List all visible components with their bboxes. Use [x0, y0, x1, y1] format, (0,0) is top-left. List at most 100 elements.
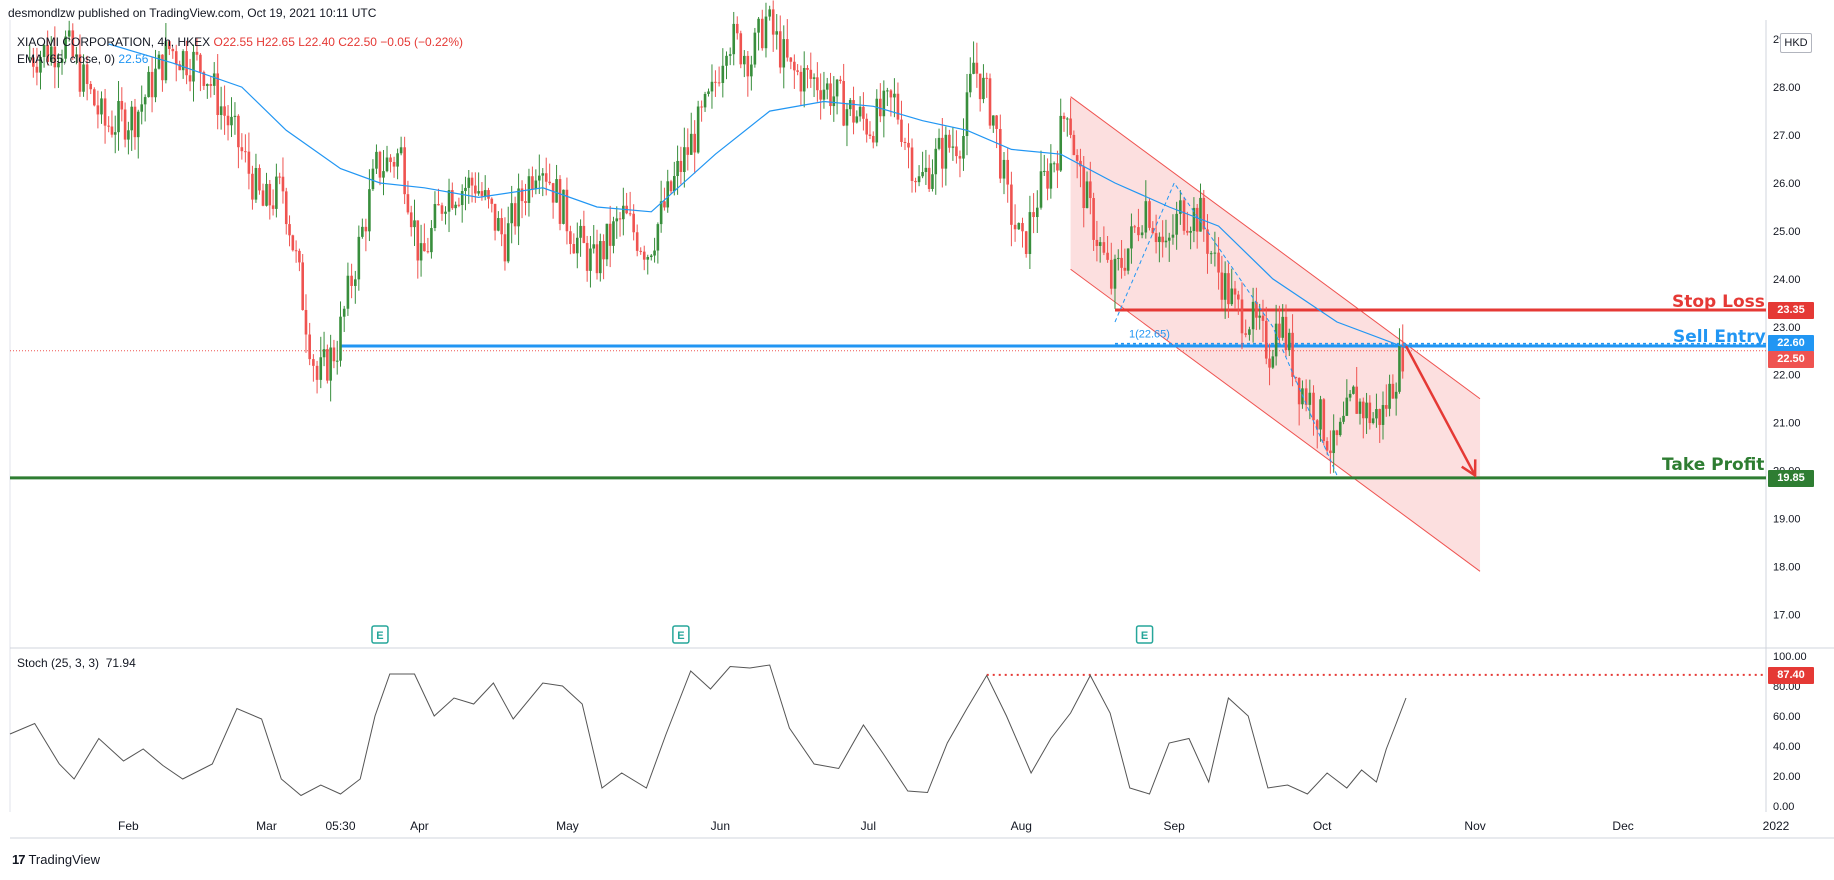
ema-value: 22.56: [118, 52, 149, 66]
candle-body: [700, 106, 703, 108]
candle-body: [565, 189, 569, 232]
currency-button[interactable]: HKD: [1780, 33, 1812, 53]
candle-body: [298, 250, 301, 263]
candle-body: [635, 232, 639, 251]
candle-body: [426, 251, 430, 253]
time-tick-label: Oct: [1313, 819, 1332, 833]
candle-body: [168, 41, 171, 50]
candle-body: [1092, 198, 1095, 240]
candle-body: [261, 190, 265, 206]
candle-body: [879, 98, 882, 117]
candle-body: [1355, 386, 1358, 414]
candle-body: [1106, 252, 1109, 260]
candle-body: [75, 54, 78, 57]
candle-body: [1075, 155, 1079, 161]
candle-body: [278, 176, 281, 178]
candle-body: [251, 173, 254, 200]
candle-body: [1140, 232, 1144, 236]
candle-body: [1195, 207, 1199, 232]
tradingview-footer[interactable]: 17 TradingView: [12, 852, 100, 867]
candle-body: [679, 160, 683, 173]
candle-body: [988, 78, 992, 126]
candle-body: [775, 31, 779, 35]
candle-body: [451, 190, 454, 209]
candle-body: [1116, 257, 1120, 259]
candle-body: [1297, 377, 1301, 405]
candle-body: [965, 92, 969, 137]
price-tick-label: 22.00: [1773, 370, 1801, 382]
candle-body: [666, 181, 670, 208]
candle-body: [174, 51, 178, 65]
candle-body: [1319, 399, 1322, 430]
stoch-tick-label: 0.00: [1773, 801, 1794, 813]
candle-body: [60, 58, 64, 63]
candle-body: [735, 23, 739, 34]
price-tick-label: 18.00: [1773, 562, 1801, 574]
candle-body: [951, 146, 955, 148]
candle-body: [782, 39, 786, 68]
stoch-tick-label: 100.00: [1773, 651, 1807, 663]
sell-entry-label[interactable]: Sell Entry: [1673, 327, 1766, 347]
candle-body: [582, 225, 586, 243]
candle-body: [1035, 207, 1039, 218]
candle-body: [622, 205, 625, 220]
candle-body: [541, 173, 545, 176]
candle-body: [693, 133, 696, 153]
candle-body: [371, 168, 375, 190]
candle-body: [944, 134, 948, 169]
price-tick-label: 24.00: [1773, 274, 1801, 286]
candle-body: [649, 255, 653, 258]
stop-loss-label[interactable]: Stop Loss: [1672, 292, 1765, 312]
price-tick-label: 27.00: [1773, 130, 1801, 142]
candle-body: [49, 46, 53, 62]
candle-body: [1384, 405, 1388, 409]
price-tick-label: 21.00: [1773, 418, 1801, 430]
candle-body: [271, 205, 275, 209]
candle-body: [1164, 240, 1168, 243]
candle-body: [903, 141, 907, 143]
candle-body: [1126, 248, 1130, 271]
candle-body: [927, 167, 931, 189]
candle-body: [157, 54, 161, 69]
earnings-marker-letter: E: [677, 630, 684, 642]
candle-body: [57, 62, 60, 68]
take-profit-label[interactable]: Take Profit: [1662, 455, 1765, 475]
candle-body: [1032, 212, 1035, 218]
time-tick-label: Nov: [1464, 819, 1485, 833]
candle-body: [931, 174, 934, 189]
candle-body: [531, 176, 534, 190]
candle-body: [1052, 163, 1056, 165]
candle-body: [85, 64, 89, 84]
stoch-label[interactable]: Stoch (25, 3, 3): [17, 656, 100, 670]
candle-body: [796, 70, 799, 72]
candle-body: [686, 147, 690, 155]
candle-body: [304, 309, 308, 335]
candle-body: [732, 23, 736, 55]
price-tick-label: 17.00: [1773, 609, 1801, 621]
candle-body: [998, 128, 1002, 179]
candle-body: [975, 62, 979, 74]
candle-body: [265, 183, 268, 206]
candle-body: [1171, 234, 1175, 238]
candle-body: [301, 262, 304, 310]
candle-body: [71, 30, 75, 57]
candle-body: [396, 153, 399, 167]
candle-body: [757, 18, 760, 33]
time-tick-label: Jul: [861, 819, 876, 833]
ema-label[interactable]: EMA (65, close, 0): [17, 52, 116, 66]
candle-body: [181, 51, 185, 71]
candle-body: [433, 204, 437, 229]
candle-body: [978, 73, 982, 100]
stoch-tick-label: 60.00: [1773, 711, 1801, 723]
candle-body: [1206, 229, 1209, 254]
stoch-legend: Stoch (25, 3, 3) 71.94: [17, 656, 136, 670]
candle-body: [140, 104, 144, 112]
candle-body: [474, 185, 477, 194]
candle-body: [258, 167, 261, 191]
candle-body: [1312, 392, 1315, 421]
symbol-title[interactable]: XIAOMI CORPORATION, 4h, HKEX: [17, 35, 211, 49]
candle-body: [1261, 315, 1265, 321]
candle-body: [130, 106, 133, 131]
ema-line: [108, 43, 1407, 349]
